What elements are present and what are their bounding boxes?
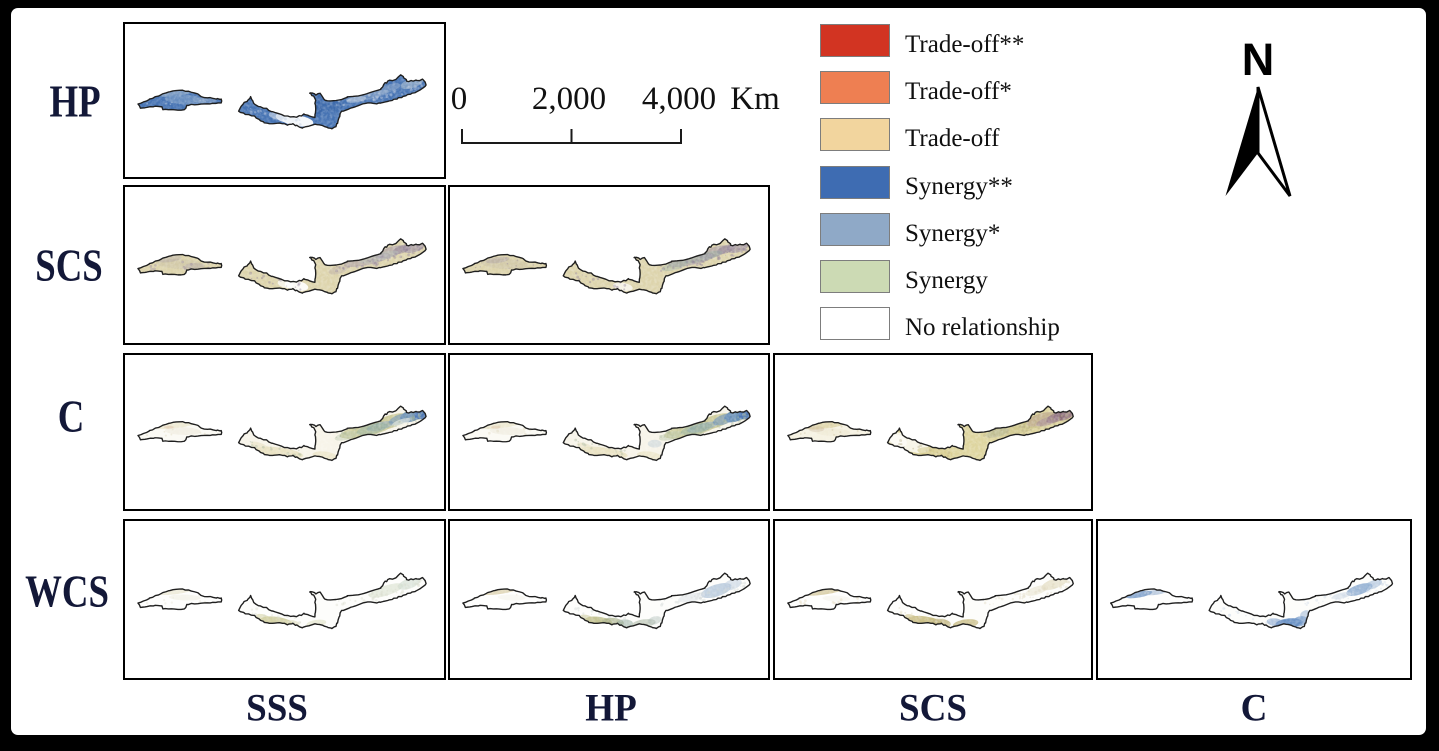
svg-text:N: N (1242, 38, 1275, 85)
